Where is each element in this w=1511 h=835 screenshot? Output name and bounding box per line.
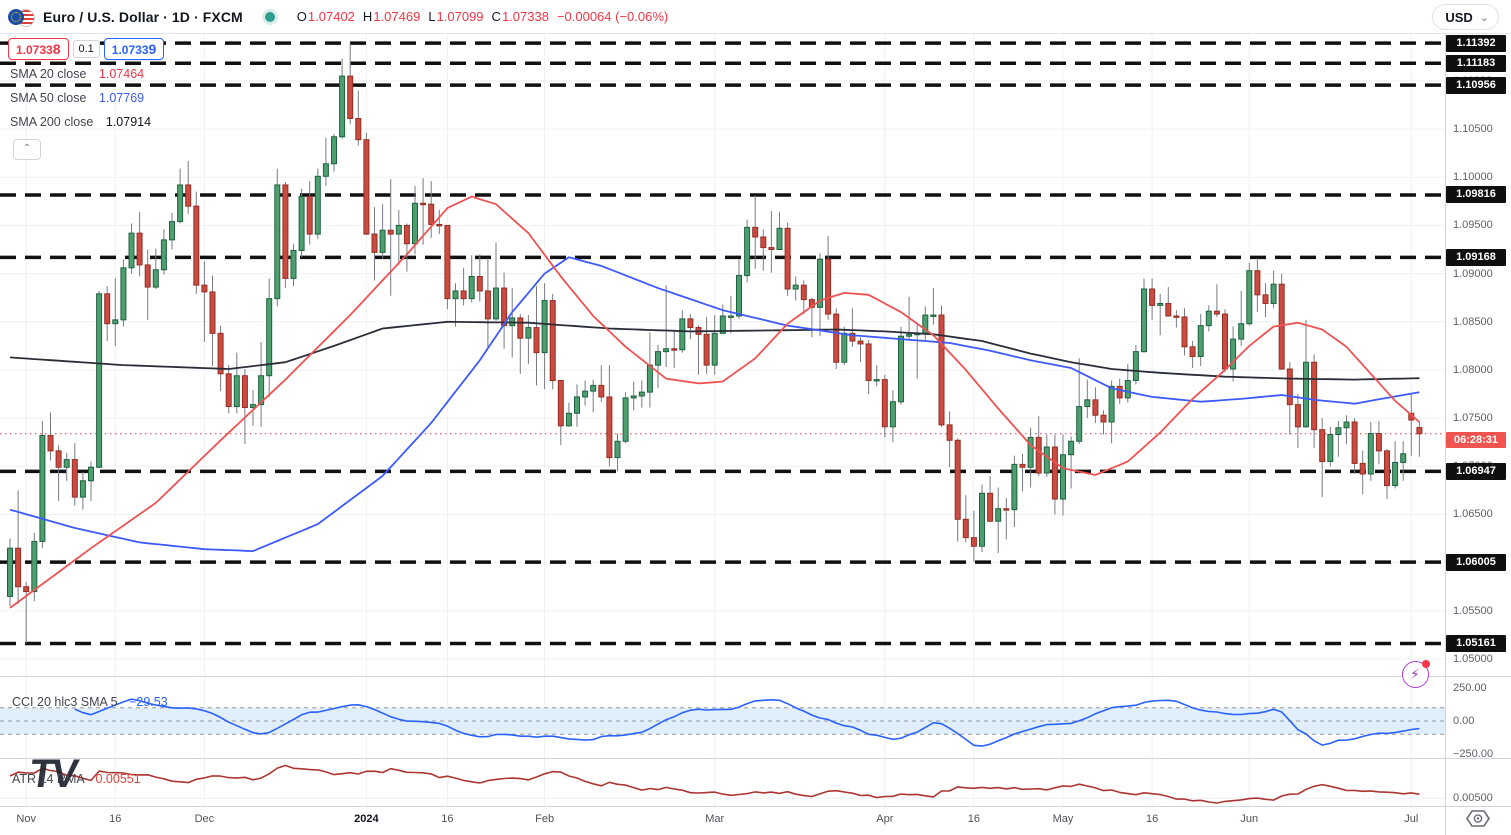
cci-axis-tick: 250.00	[1453, 682, 1487, 694]
time-axis-label: Jul	[1404, 813, 1419, 825]
ohlc-readout: O 1.07402 H 1.07469 L 1.07099 C 1.07338 −0.0…	[297, 9, 668, 24]
open-label: O	[296, 9, 307, 24]
legend-cci-label: CCI 20 hlc3 SMA 5	[12, 695, 118, 709]
eu-flag-icon	[8, 8, 24, 25]
bid-price: 1.0733	[16, 43, 53, 57]
cci-axis-tick: 0.00	[1453, 715, 1475, 727]
legend-sma50[interactable]: SMA 50 close 1.07769	[10, 90, 144, 106]
toolbar: Euro / U.S. Dollar · 1D · FXCM O 1.07402 …	[0, 0, 1511, 34]
price-axis-tick: 1.05000	[1453, 653, 1493, 665]
key-level-price-label: 1.11392	[1446, 34, 1506, 52]
market-open-status-icon	[264, 11, 275, 22]
bid-ask-widget: 1.07338 0.1 1.07339	[8, 38, 165, 60]
change-value: −0.00064 (−0.06%)	[556, 9, 669, 24]
legend-sma200-value: 1.07914	[105, 115, 152, 129]
key-level-price-label: 1.09816	[1446, 186, 1506, 204]
price-axis-tick: 1.09000	[1453, 267, 1493, 280]
time-axis-label: Mar	[705, 813, 725, 825]
key-level-price-label: 1.06947	[1446, 462, 1506, 480]
key-level-price-label: 1.06005	[1446, 553, 1506, 571]
open-value: 1.07402	[307, 9, 355, 24]
time-axis-label: Dec	[194, 813, 215, 825]
high-value: 1.07469	[373, 9, 421, 24]
cci-axis-tick: −250.00	[1453, 748, 1494, 760]
legend-cci[interactable]: CCI 20 hlc3 SMA 5 −29.53	[12, 694, 168, 710]
quick-trade-lightning-button[interactable]: ⚡	[1402, 660, 1430, 688]
time-axis-separator	[0, 806, 1511, 807]
currency-selector-button[interactable]: USD ⌄	[1432, 4, 1499, 30]
legend-sma50-label: SMA 50 close	[10, 91, 87, 105]
price-axis-panel[interactable]: 1.110001.105001.100001.095001.090001.085…	[1445, 33, 1511, 835]
eurusd-pair-icon	[8, 8, 36, 27]
object-visibility-icon[interactable]	[1464, 809, 1492, 828]
time-axis-label: Jun	[1240, 813, 1259, 825]
legend-atr-value: 0.00551	[95, 772, 141, 786]
time-axis-label: Nov	[16, 813, 36, 825]
low-value: 1.07099	[436, 9, 484, 24]
key-level-price-label: 1.11183	[1446, 54, 1506, 72]
pane-separator-atr[interactable]	[0, 758, 1511, 759]
time-axis-label: May	[1052, 813, 1074, 825]
legend-atr-label: ATR 14 RMA	[12, 772, 85, 786]
atr-axis-tick: 0.00500	[1453, 792, 1493, 805]
sell-bid-button[interactable]: 1.07338	[8, 38, 69, 60]
time-axis-label: 16	[1145, 813, 1159, 825]
close-value: 1.07338	[501, 9, 549, 24]
time-axis-label: 16	[109, 813, 122, 825]
price-chart-canvas[interactable]	[0, 33, 1445, 806]
price-axis-tick: 1.08500	[1453, 315, 1493, 328]
ask-price-pip: 9	[148, 41, 157, 57]
pane-separator-cci[interactable]	[0, 676, 1511, 677]
symbol-title[interactable]: Euro / U.S. Dollar · 1D · FXCM	[43, 8, 243, 25]
legend-collapse-button[interactable]: ⌃	[13, 139, 41, 160]
bid-price-pip: 8	[52, 41, 61, 57]
legend-sma20-label: SMA 20 close	[10, 67, 87, 81]
key-level-price-label: 1.05161	[1446, 634, 1506, 652]
price-axis-tick: 1.08000	[1453, 363, 1493, 376]
legend-sma50-value: 1.07769	[98, 91, 145, 105]
countdown-label: 06:28:31	[1446, 431, 1506, 448]
low-label: L	[428, 9, 436, 24]
spread-value: 0.1	[72, 40, 100, 58]
legend-atr[interactable]: ATR 14 RMA 0.00551	[12, 771, 141, 787]
price-axis-tick: 1.10000	[1453, 171, 1493, 184]
high-label: H	[362, 9, 373, 24]
ask-price: 1.0733	[111, 43, 149, 57]
key-level-price-label: 1.09168	[1446, 248, 1506, 266]
notification-dot	[1422, 660, 1430, 668]
time-axis-label: Apr	[876, 813, 894, 825]
legend-sma20-value: 1.07464	[98, 67, 145, 81]
time-axis-label: 16	[967, 813, 981, 825]
close-label: C	[491, 9, 501, 24]
lightning-icon: ⚡	[1410, 666, 1420, 682]
price-axis-tick: 1.09500	[1453, 219, 1493, 232]
chevron-down-icon: ⌄	[1479, 11, 1489, 24]
price-axis-tick: 1.06500	[1453, 508, 1493, 521]
price-axis-tick: 1.10500	[1453, 123, 1493, 136]
time-axis-label: 2024	[354, 813, 379, 825]
legend-sma200[interactable]: SMA 200 close 1.07914	[10, 114, 151, 130]
time-axis-label: 16	[441, 813, 454, 825]
time-axis-label: Feb	[535, 813, 555, 825]
legend-sma20[interactable]: SMA 20 close 1.07464	[10, 66, 144, 82]
axis-separator-vertical	[1445, 33, 1446, 835]
price-axis-tick: 1.05500	[1453, 604, 1493, 617]
legend-sma200-label: SMA 200 close	[10, 115, 94, 129]
legend-cci-value: −29.53	[129, 695, 168, 709]
key-level-price-label: 1.10956	[1446, 76, 1506, 94]
currency-label: USD	[1445, 9, 1473, 25]
price-axis-tick: 1.07500	[1453, 412, 1493, 425]
time-axis[interactable]: Nov 16 Dec 2024 16 Feb Mar Apr 16 May 16 Jun Jul	[0, 806, 1445, 835]
buy-ask-button[interactable]: 1.07339	[103, 38, 165, 60]
